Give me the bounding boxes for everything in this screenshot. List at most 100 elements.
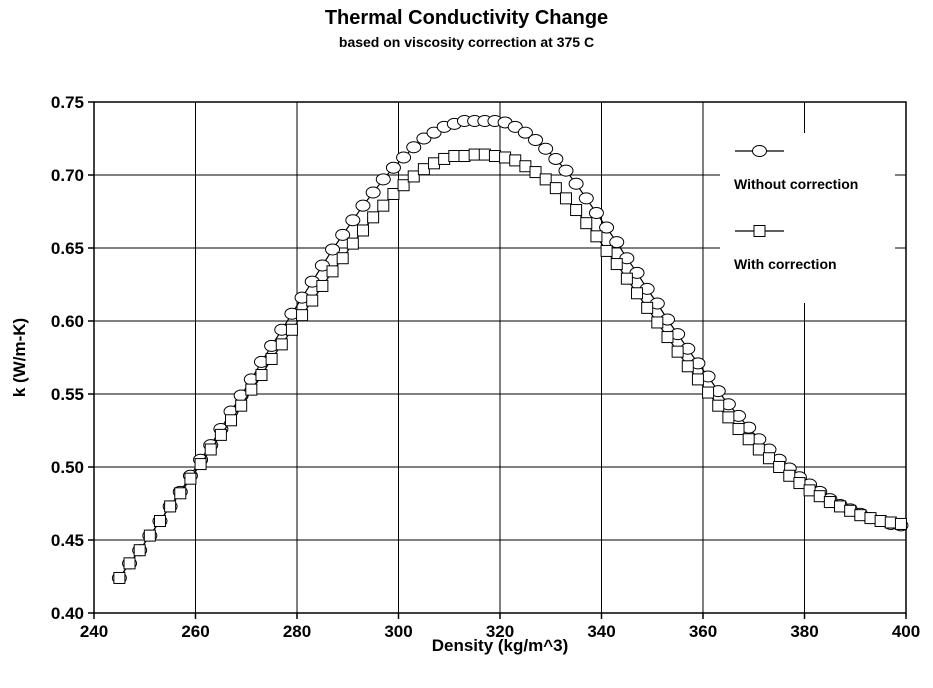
y-tick-label: 0.75 — [51, 93, 84, 112]
data-point — [335, 228, 351, 241]
data-point — [478, 148, 491, 161]
x-tick-label: 260 — [181, 622, 209, 641]
data-point — [578, 192, 594, 205]
data-point — [499, 151, 512, 164]
y-tick-label: 0.65 — [51, 239, 84, 258]
data-point — [406, 141, 422, 154]
data-point — [397, 179, 410, 192]
data-point — [610, 258, 623, 271]
data-point — [336, 252, 349, 265]
data-point — [346, 237, 359, 250]
y-tick-label: 0.60 — [51, 312, 84, 331]
data-point — [133, 544, 146, 557]
data-point — [375, 173, 391, 186]
data-point — [416, 132, 432, 145]
data-point — [600, 244, 613, 257]
data-point — [428, 157, 441, 170]
data-point — [417, 163, 430, 176]
data-point — [783, 469, 796, 482]
legend: Without correction With correction — [720, 133, 895, 303]
data-point — [631, 287, 644, 300]
data-point — [864, 512, 877, 525]
y-axis-ticks: 0.40 0.45 0.50 0.55 0.60 0.65 0.70 0.75 — [51, 93, 94, 623]
data-point — [651, 316, 664, 329]
y-tick-label: 0.45 — [51, 531, 84, 550]
data-point — [793, 477, 806, 490]
data-point — [235, 399, 248, 412]
data-point — [377, 199, 390, 212]
x-axis-ticks: 240 260 280 300 320 340 360 380 400 — [80, 613, 920, 641]
data-point — [275, 338, 288, 351]
data-point — [468, 148, 481, 161]
data-point — [539, 173, 552, 186]
data-point — [356, 224, 369, 237]
data-point — [823, 496, 836, 509]
y-tick-label: 0.40 — [51, 604, 84, 623]
data-point — [355, 199, 371, 212]
data-point — [588, 206, 604, 219]
series-layer — [111, 114, 909, 584]
data-point — [742, 433, 755, 446]
data-point — [345, 214, 361, 227]
data-point — [528, 133, 544, 146]
data-point — [854, 509, 867, 522]
chart-subtitle: based on viscosity correction at 375 C — [338, 34, 595, 50]
data-point — [225, 414, 238, 427]
data-point — [184, 472, 197, 485]
data-point — [194, 458, 207, 471]
data-point — [559, 192, 572, 205]
legend-background — [720, 133, 895, 303]
legend-marker — [753, 225, 766, 237]
data-point — [599, 221, 615, 234]
y-axis-label: k (W/m-K) — [10, 318, 29, 397]
data-point — [752, 443, 765, 456]
data-point — [507, 120, 523, 133]
data-point — [448, 150, 461, 163]
data-point — [438, 152, 451, 165]
data-point — [509, 154, 522, 167]
legend-entry: With correction — [734, 225, 837, 272]
data-point — [580, 217, 593, 230]
data-point — [325, 243, 341, 256]
data-point — [407, 170, 420, 183]
data-point — [296, 309, 309, 322]
y-tick-label: 0.50 — [51, 458, 84, 477]
data-point — [894, 517, 907, 530]
legend-label: Without correction — [734, 176, 858, 192]
legend-entry: Without correction — [734, 145, 858, 192]
data-point — [590, 230, 603, 243]
data-point — [204, 443, 217, 456]
x-tick-label: 280 — [283, 622, 311, 641]
data-point — [568, 177, 584, 190]
data-point — [681, 360, 694, 373]
data-point — [549, 182, 562, 195]
data-point — [874, 515, 887, 528]
x-axis-label: Density (kg/m^3) — [432, 636, 569, 655]
data-point — [548, 152, 564, 165]
data-point — [174, 487, 187, 500]
data-point — [834, 500, 847, 513]
data-point — [153, 515, 166, 528]
data-point — [365, 186, 381, 199]
data-point — [214, 428, 227, 441]
x-tick-label: 400 — [892, 622, 920, 641]
data-point — [143, 529, 156, 542]
data-point — [488, 150, 501, 163]
data-point — [691, 373, 704, 386]
data-point — [517, 126, 533, 139]
x-tick-label: 300 — [384, 622, 412, 641]
series-with-correction — [113, 148, 907, 584]
data-point — [661, 331, 674, 344]
data-point — [367, 211, 380, 224]
data-point — [426, 126, 442, 139]
data-point — [712, 399, 725, 412]
data-point — [609, 236, 625, 249]
data-point — [722, 411, 735, 424]
legend-label: With correction — [734, 256, 837, 272]
data-point — [844, 504, 857, 517]
data-point — [164, 500, 177, 513]
legend-marker — [752, 145, 767, 157]
data-point — [387, 187, 400, 200]
data-point — [620, 272, 633, 285]
